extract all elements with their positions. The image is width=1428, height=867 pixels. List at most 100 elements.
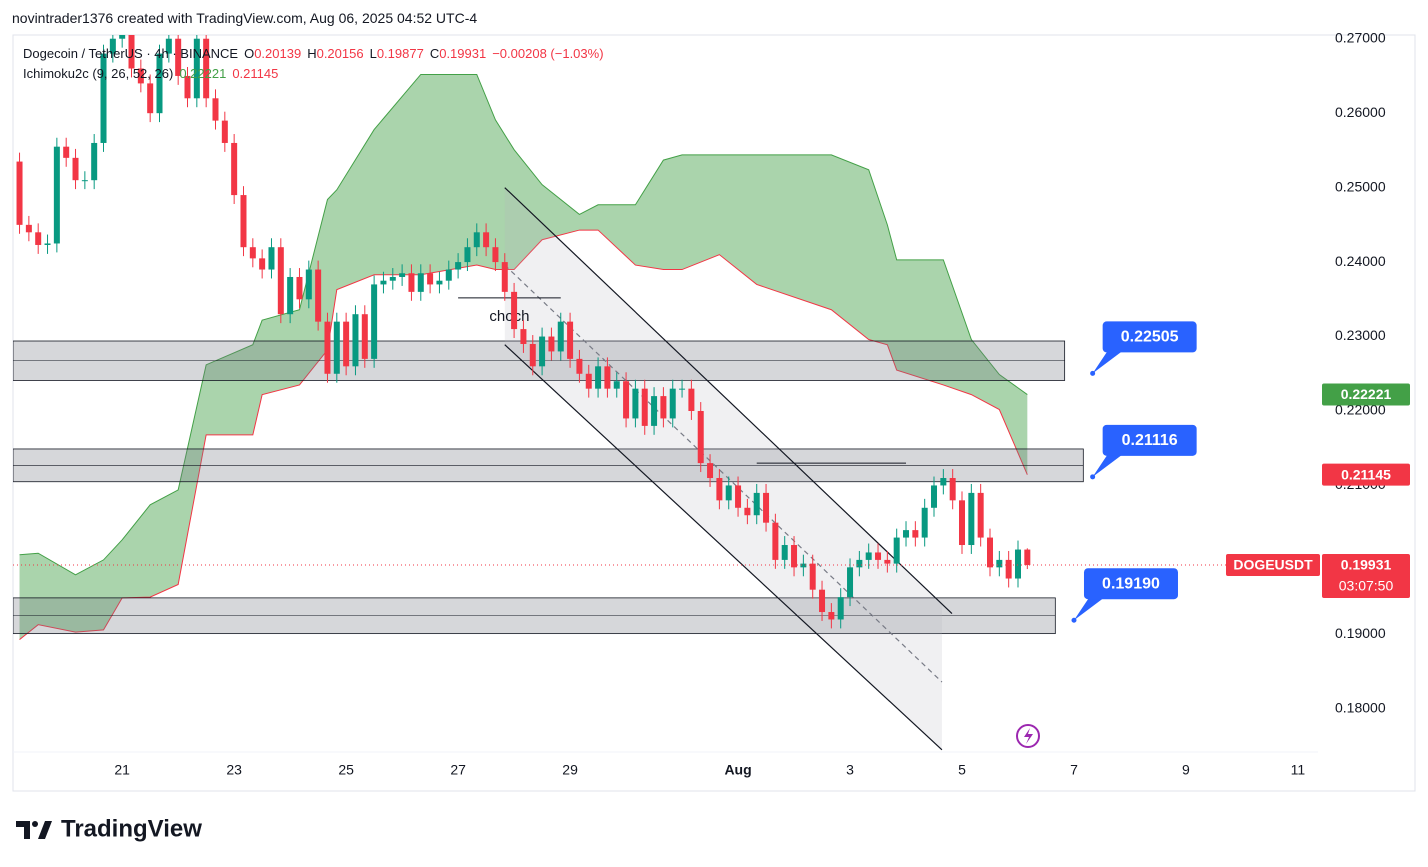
candle-body xyxy=(305,269,312,300)
channel-fill xyxy=(504,187,942,750)
plot-area: choch xyxy=(13,35,1318,751)
ohlc-key: O xyxy=(244,46,255,61)
y-tick-label: 0.26000 xyxy=(1335,104,1386,120)
ohlc-key: L xyxy=(369,46,377,61)
candle-body xyxy=(669,388,676,419)
y-tick-label: 0.23000 xyxy=(1335,327,1386,343)
candle-body xyxy=(165,38,172,54)
candle-body xyxy=(315,269,322,322)
candle-body xyxy=(473,232,480,248)
candle-body xyxy=(492,247,499,263)
candle-body xyxy=(81,180,88,182)
axes: 0.22505 0.21116 0.19190 0.27000 0.26000 0.250… xyxy=(114,29,1410,778)
legend: Dogecoin / TetherUS · 4h · BINANCE O0.201… xyxy=(23,44,606,84)
candle-body xyxy=(837,597,844,620)
footer-brand: TradingView xyxy=(61,815,202,842)
channel-lower xyxy=(504,344,943,751)
candle-body xyxy=(735,485,742,508)
legend-row: Dogecoin / TetherUS · 4h · BINANCE O0.201… xyxy=(23,44,606,64)
candle-body xyxy=(72,157,79,181)
x-tick-label: 25 xyxy=(338,762,354,778)
candle-body xyxy=(128,35,135,69)
candle-body xyxy=(539,336,546,367)
candle-body xyxy=(651,396,658,426)
candle-body xyxy=(464,247,471,263)
candle-body xyxy=(44,243,51,245)
candle-body xyxy=(931,485,938,508)
candle-body xyxy=(1005,559,1012,579)
candle-body xyxy=(137,68,144,84)
candle-body xyxy=(109,38,116,54)
x-tick-label: 23 xyxy=(226,762,242,778)
candle-body xyxy=(91,142,98,181)
candle-body xyxy=(529,343,536,367)
price-tag xyxy=(1322,463,1410,486)
candle-body xyxy=(25,224,32,233)
candle-body xyxy=(688,388,695,411)
candle-body xyxy=(249,247,256,259)
level-label: choch xyxy=(489,308,529,325)
candle-body xyxy=(604,366,611,389)
credit: novintrader1376 created with TradingView… xyxy=(12,10,478,26)
candle-body xyxy=(296,276,303,300)
y-tick-label: 0.18000 xyxy=(1335,700,1386,716)
candle-body xyxy=(809,563,816,590)
candle-body xyxy=(856,559,863,568)
last-price-tag xyxy=(1322,554,1410,599)
candle-body xyxy=(996,559,1003,568)
x-tick-label: Aug xyxy=(724,762,751,778)
callout-label: 0.19190 xyxy=(1102,575,1160,592)
ichimoku-cloud xyxy=(19,74,1028,640)
candle-body xyxy=(595,366,602,389)
candle-body xyxy=(613,381,620,389)
candle-body xyxy=(240,195,247,248)
ohlc-value: 0.20139 xyxy=(254,46,302,61)
candle-body xyxy=(361,314,368,359)
span-a-line xyxy=(19,73,1028,576)
candle-body xyxy=(520,329,527,344)
candle-body xyxy=(16,161,23,225)
callout-box xyxy=(1083,568,1178,600)
candle-body xyxy=(352,314,359,367)
candle-body xyxy=(63,146,70,158)
candle-body xyxy=(865,552,872,560)
candle-body xyxy=(763,492,770,523)
candle-body xyxy=(949,478,956,501)
candle-body xyxy=(212,98,219,121)
candle-body xyxy=(324,321,331,374)
candle-body xyxy=(221,120,228,143)
x-tick-label: 7 xyxy=(1070,762,1078,778)
ohlc-key: C xyxy=(429,46,440,61)
candle-body xyxy=(35,232,42,245)
candle-body xyxy=(791,545,798,568)
candle-body xyxy=(156,53,163,114)
indicator-value: 0.22221 xyxy=(179,66,227,81)
y-tick-label: 0.27000 xyxy=(1335,29,1386,45)
candle-body xyxy=(333,321,340,374)
y-tick-label: 0.25000 xyxy=(1335,178,1386,194)
candle-body xyxy=(819,589,826,613)
candle-body xyxy=(576,358,583,374)
callout-anchor xyxy=(1090,370,1096,376)
candle-body xyxy=(921,507,928,538)
candle-body xyxy=(847,567,854,598)
candle-body xyxy=(772,522,779,560)
candle-body xyxy=(875,552,882,560)
candle-body xyxy=(641,388,648,426)
candle-body xyxy=(259,258,266,270)
x-tick-label: 11 xyxy=(1291,762,1306,778)
ohlc-value: 0.19931 xyxy=(439,46,487,61)
candle-body xyxy=(343,321,350,367)
candle-body xyxy=(679,388,686,390)
y-tick-label: 0.22000 xyxy=(1335,402,1386,418)
x-tick-label: 5 xyxy=(958,762,966,778)
y-tick-label: 0.24000 xyxy=(1335,253,1386,269)
candle-body xyxy=(193,38,200,99)
tradingview-logo: TradingView xyxy=(16,815,202,842)
x-tick-label: 9 xyxy=(1182,762,1190,778)
symbol-tag xyxy=(1226,554,1320,577)
alert-icon[interactable] xyxy=(1016,724,1040,748)
candle-body xyxy=(231,142,238,196)
candle-body xyxy=(557,321,564,352)
